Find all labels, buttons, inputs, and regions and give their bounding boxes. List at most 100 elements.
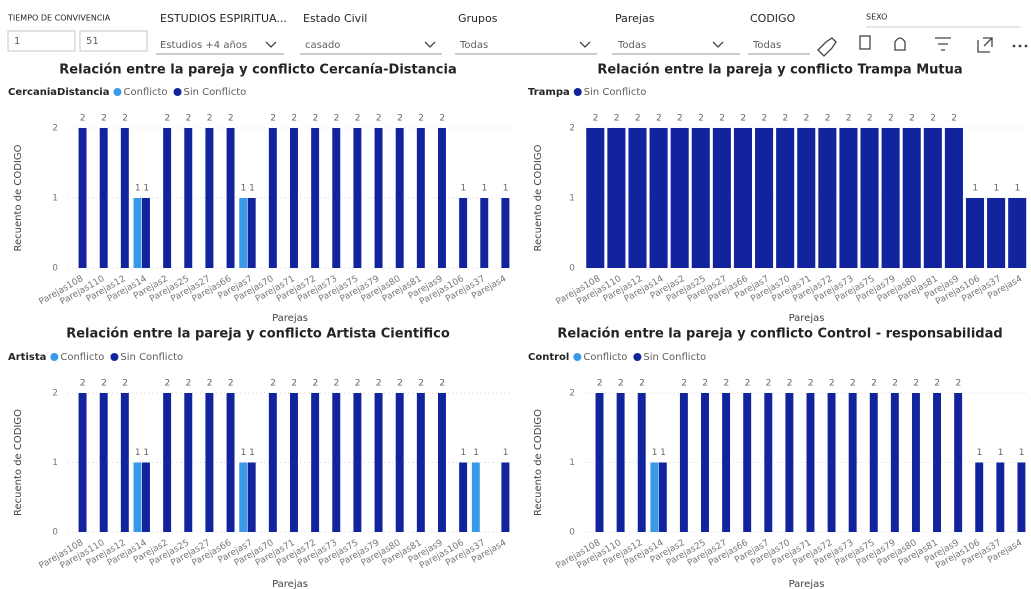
value-label: 2 (355, 114, 361, 124)
value-label: 2 (850, 379, 856, 389)
bar (205, 393, 214, 532)
copy-icon[interactable] (859, 35, 871, 50)
bar (438, 128, 446, 268)
bar (637, 393, 646, 532)
bar (353, 393, 362, 532)
legend-marker (110, 353, 119, 361)
y-tick-label: 0 (569, 264, 575, 274)
bar (480, 198, 489, 268)
value-label: 2 (418, 379, 424, 389)
bar (184, 128, 193, 268)
value-label: 2 (397, 114, 403, 124)
bar (764, 393, 773, 532)
bar (890, 393, 899, 532)
more-icon[interactable] (1012, 44, 1016, 48)
value-label: 1 (993, 184, 999, 194)
value-label: 2 (618, 379, 624, 389)
value-label: 2 (80, 379, 86, 389)
value-label: 1 (241, 448, 247, 458)
chart-title: Relación entre la pareja y conflicto Tra… (597, 63, 962, 78)
value-label: 1 (972, 184, 978, 194)
y-tick-label: 0 (569, 528, 575, 538)
bar (839, 128, 858, 268)
value-label: 1 (461, 448, 467, 458)
bar (133, 198, 142, 268)
slicer-label: Estado Civil (303, 12, 367, 25)
value-label: 2 (101, 379, 107, 389)
x-axis-title: Parejas (789, 313, 825, 324)
bar (806, 393, 815, 532)
y-tick-label: 2 (569, 124, 575, 134)
bar (142, 462, 150, 532)
value-label: 2 (418, 114, 424, 124)
chart-title: Relación entre la pareja y conflicto Con… (557, 327, 1002, 342)
bar (133, 462, 142, 532)
input-box[interactable] (79, 30, 148, 52)
value-label: 1 (473, 448, 479, 458)
slicer-value[interactable]: Todas (617, 40, 646, 51)
bar (670, 128, 689, 268)
slicer-label: Grupos (458, 12, 498, 25)
bar (120, 128, 129, 268)
bar (860, 128, 879, 268)
chart-title: Relación entre la pareja y conflicto Cer… (59, 63, 456, 78)
value-label: 2 (766, 379, 772, 389)
slicer-value: 51 (86, 36, 99, 47)
legend-label: Conflicto (583, 352, 627, 363)
value-label: 2 (291, 114, 297, 124)
value-label: 1 (241, 184, 247, 194)
slicer-label: ESTUDIOS ESPIRITUA... (160, 12, 287, 25)
bell-icon[interactable] (894, 37, 906, 51)
value-label: 2 (165, 379, 171, 389)
chevron (424, 41, 436, 48)
bar (586, 128, 605, 268)
y-tick-label: 2 (52, 124, 58, 134)
y-axis-title: Recuento de CODIGO (13, 409, 24, 516)
bar (416, 393, 425, 532)
bar (776, 128, 795, 268)
bar (933, 393, 942, 532)
dropdown[interactable] (156, 34, 284, 54)
bar (501, 462, 510, 532)
value-label: 2 (207, 114, 213, 124)
x-axis-title: Parejas (789, 579, 825, 589)
legend-marker (573, 88, 582, 96)
y-axis-title: Recuento de CODIGO (533, 144, 544, 251)
bar (311, 128, 320, 268)
value-label: 2 (334, 114, 340, 124)
legend-title: Artista (8, 352, 46, 363)
bar (595, 393, 604, 532)
value-label: 2 (913, 379, 919, 389)
value-label: 1 (1015, 184, 1021, 194)
value-label: 2 (165, 114, 171, 124)
bar (1017, 462, 1026, 532)
y-axis-title: Recuento de CODIGO (13, 144, 24, 251)
focus-icon[interactable] (977, 37, 993, 53)
value-label: 1 (249, 184, 255, 194)
bar (459, 198, 468, 268)
value-label: 1 (1019, 448, 1025, 458)
value-label: 2 (956, 379, 962, 389)
value-label: 2 (614, 114, 620, 124)
legend-title: Control (528, 352, 569, 363)
filter-icon[interactable] (935, 37, 951, 51)
value-label: 1 (503, 184, 509, 194)
value-label: 2 (635, 114, 641, 124)
bar (120, 393, 129, 532)
bar (902, 128, 921, 268)
value-label: 2 (313, 114, 319, 124)
bar (226, 128, 235, 268)
y-tick-label: 1 (52, 194, 58, 204)
pin-icon[interactable] (817, 37, 837, 57)
bar (247, 198, 256, 268)
value-label: 1 (482, 184, 488, 194)
bar (881, 128, 900, 268)
value-label: 2 (702, 379, 708, 389)
slicer-value[interactable]: Todas (752, 40, 781, 51)
slicer-value[interactable]: casado (305, 40, 340, 51)
input-box[interactable] (7, 30, 76, 52)
slicer-value[interactable]: Todas (459, 40, 488, 51)
legend-marker (50, 353, 59, 361)
value-label: 2 (355, 379, 361, 389)
value-label: 2 (186, 379, 192, 389)
